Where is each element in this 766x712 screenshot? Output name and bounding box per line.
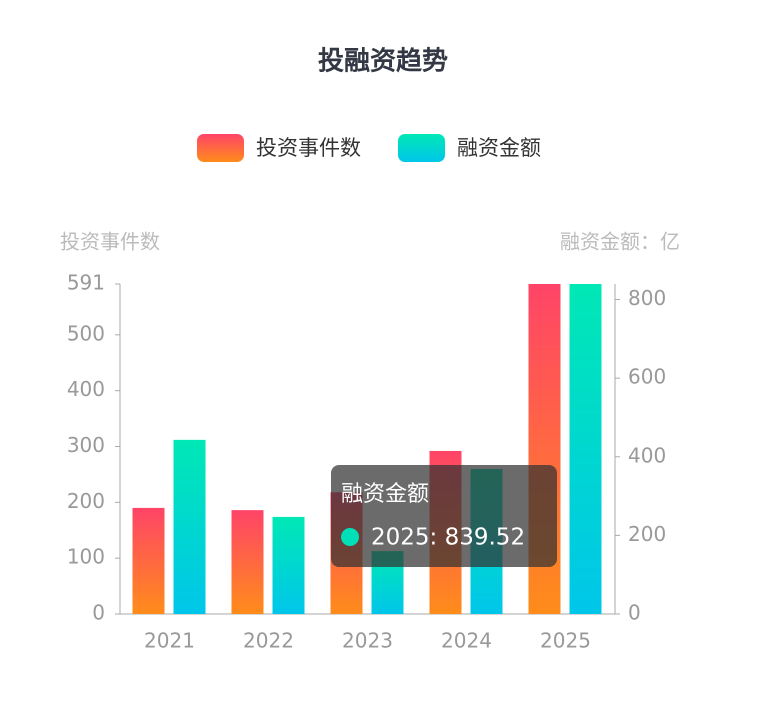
bar	[272, 516, 305, 614]
x-tick-label: 2024	[441, 629, 492, 653]
y-tick-label: 591	[67, 271, 105, 295]
y-tick-label: 400	[67, 377, 105, 401]
legend-label: 融资金额	[457, 136, 541, 160]
x-tick-label: 2023	[342, 629, 393, 653]
y2-tick-label: 800	[628, 286, 666, 310]
tooltip-dot	[341, 528, 359, 546]
y2-axis-title: 融资金额：亿	[560, 230, 680, 254]
legend-label: 投资事件数	[256, 136, 361, 160]
tooltip-label: 2025: 839.52	[371, 525, 525, 551]
y2-tick-label: 200	[628, 522, 666, 546]
tooltip-title: 融资金额	[341, 482, 429, 507]
y-tick-label: 200	[67, 489, 105, 513]
bar	[569, 284, 602, 614]
x-tick-label: 2021	[144, 629, 195, 653]
y-tick-label: 300	[67, 433, 105, 457]
chart-title: 投融资趋势	[318, 47, 448, 77]
x-tick-label: 2022	[243, 629, 294, 653]
legend-swatch	[197, 134, 244, 162]
y-tick-label: 500	[67, 321, 105, 345]
y-tick-label: 0	[92, 601, 105, 625]
y2-tick-label: 600	[628, 365, 666, 389]
y-axis-title: 投资事件数	[60, 230, 160, 254]
legend-swatch	[398, 134, 445, 162]
y2-tick-label: 400	[628, 443, 666, 467]
y2-tick-label: 0	[628, 601, 641, 625]
bar	[173, 439, 206, 614]
y-tick-label: 100	[67, 545, 105, 569]
bar	[231, 510, 264, 614]
bar	[132, 507, 165, 614]
tooltip-box	[331, 465, 557, 567]
x-tick-label: 2025	[540, 629, 591, 653]
